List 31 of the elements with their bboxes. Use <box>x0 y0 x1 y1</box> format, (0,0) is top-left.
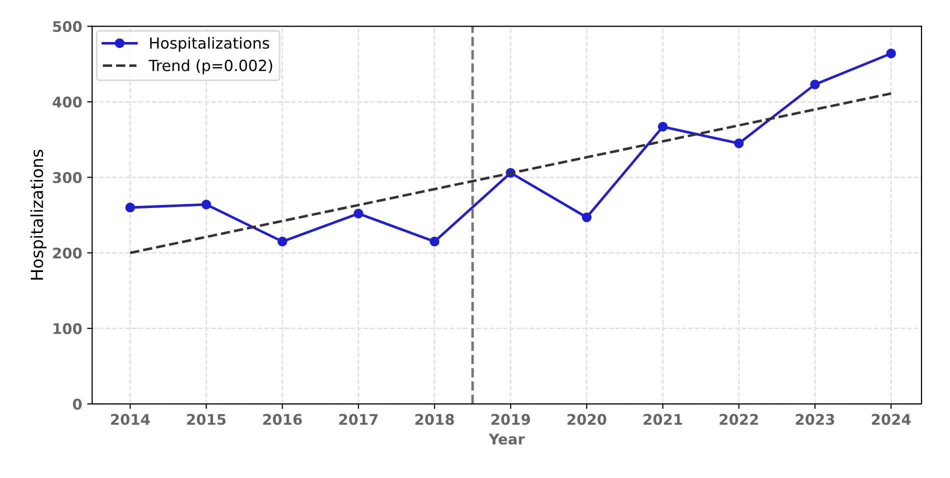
point <box>582 212 592 222</box>
point <box>658 122 668 132</box>
x-tick-label: 2023 <box>796 414 834 425</box>
x-tick-label: 2024 <box>872 414 911 425</box>
x-tick-label: 2014 <box>111 414 150 425</box>
point <box>354 208 364 218</box>
x-tick-label: 2016 <box>263 414 302 425</box>
y-tick-label: 100 <box>54 323 82 334</box>
y-tick-label: 300 <box>52 172 82 184</box>
x-tick-label: 2021 <box>644 414 682 425</box>
point <box>125 202 136 212</box>
x-tick-label: 2018 <box>415 414 454 425</box>
point <box>430 236 440 246</box>
y-tick-label: 200 <box>53 248 82 259</box>
legend-label: Hospitalizations <box>150 36 270 52</box>
x-tick-label: 2022 <box>720 414 758 425</box>
point <box>886 48 896 58</box>
x-tick-label: 2020 <box>568 414 606 425</box>
x-tick-label: 2015 <box>187 414 226 425</box>
x-tick-label: 2017 <box>339 414 378 425</box>
y-tick-label: 0 <box>72 398 82 410</box>
point <box>201 200 212 210</box>
point <box>734 138 744 148</box>
point <box>278 236 288 246</box>
legend-label: Trend (p=0.002) <box>148 59 272 74</box>
x-axis-title: Year <box>488 434 525 445</box>
y-axis-title: Hospitalizations <box>30 150 46 280</box>
x-tick-label: 2019 <box>491 414 530 425</box>
y-tick-label: 500 <box>53 21 82 32</box>
y-tick-label: 400 <box>52 96 82 108</box>
point <box>810 80 820 90</box>
